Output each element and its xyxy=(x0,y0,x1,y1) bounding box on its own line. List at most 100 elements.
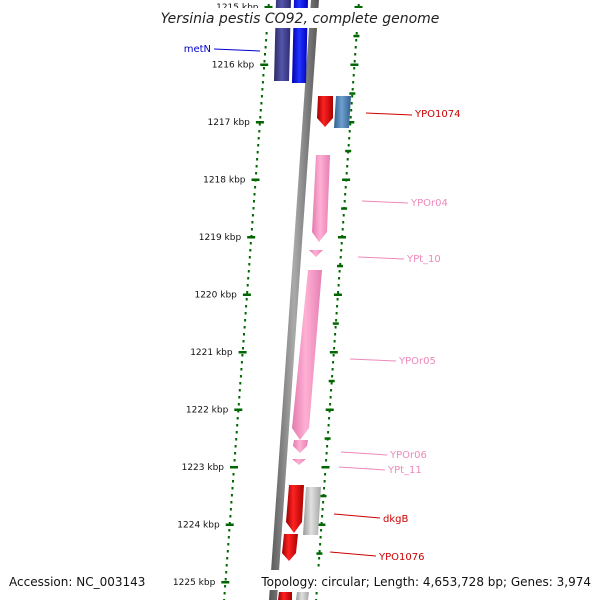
feature-label-YPO1074: YPO1074 xyxy=(414,109,460,120)
ruler-dot-right xyxy=(338,277,341,280)
ruler-dot-left xyxy=(239,375,242,378)
minor-tick-right xyxy=(345,149,352,153)
feature-label-YPt_10: YPt_10 xyxy=(406,254,441,265)
ruler-dot-left xyxy=(237,410,240,413)
feature-bottom-grey xyxy=(296,592,309,600)
major-tick-left xyxy=(247,236,256,239)
ruler-dot-left xyxy=(233,459,236,462)
ruler-dot-left xyxy=(251,214,254,217)
ruler-dot-left xyxy=(234,452,237,455)
ruler-dot-right xyxy=(324,473,327,476)
feature-label-YPOr05: YPOr05 xyxy=(398,356,436,367)
minor-tick-right xyxy=(328,379,335,383)
kbp-label: 1219 kbp xyxy=(199,233,242,243)
kbp-label: 1224 kbp xyxy=(177,521,220,531)
ruler-dot-left xyxy=(259,109,262,112)
ruler-dot-left xyxy=(239,382,242,385)
kbp-label: 1222 kbp xyxy=(186,406,229,416)
ruler-dot-left xyxy=(225,564,228,567)
ruler-dot-left xyxy=(240,361,243,364)
feature-label-YPOr04: YPOr04 xyxy=(410,198,448,209)
ruler-dot-right xyxy=(327,431,330,434)
map-title: Yersinia pestis CO92, complete genome xyxy=(161,11,440,27)
major-tick-right xyxy=(325,408,334,411)
ruler-dot-left xyxy=(261,81,264,84)
ruler-dot-right xyxy=(332,354,335,357)
ruler-dot-left xyxy=(232,473,235,476)
ruler-dot-left xyxy=(255,172,258,175)
ruler-dot-left xyxy=(227,536,230,539)
ruler-dot-left xyxy=(226,557,229,560)
ruler-dot-right xyxy=(320,522,323,525)
ruler-dot-left xyxy=(259,116,262,119)
ruler-dot-right xyxy=(323,487,326,490)
feature-YPO1074-partner xyxy=(334,96,351,128)
ruler-dot-left xyxy=(228,522,231,525)
ruler-dot-right xyxy=(329,396,332,399)
kbp-label: 1217 kbp xyxy=(207,118,250,128)
ruler-dot-right xyxy=(332,361,335,364)
major-tick-left xyxy=(251,178,260,181)
major-tick-left xyxy=(234,408,243,411)
ruler-dot-left xyxy=(246,291,249,294)
ruler-dot-left xyxy=(237,403,240,406)
ruler-dot-right xyxy=(331,375,334,378)
ruler-dot-left xyxy=(238,389,241,392)
ruler-dot-right xyxy=(357,4,360,7)
kbp-label: 1223 kbp xyxy=(182,463,225,473)
ruler-dot-left xyxy=(226,550,229,553)
ruler-dot-right xyxy=(330,382,333,385)
ruler-dot-right xyxy=(339,263,342,266)
feature-YPOr05 xyxy=(292,270,322,440)
minor-tick-right xyxy=(349,92,356,95)
ruler-dot-right xyxy=(317,564,320,567)
ruler-dot-left xyxy=(258,123,261,126)
ruler-dot-right xyxy=(352,81,355,84)
feature-label-YPt_11: YPt_11 xyxy=(387,465,422,476)
ruler-dot-left xyxy=(263,67,265,70)
feature-label-metN: metN xyxy=(184,44,211,55)
ruler-dot-left xyxy=(230,501,233,504)
ruler-dot-left xyxy=(264,46,267,49)
ruler-dot-right xyxy=(340,242,343,245)
ruler-dot-right xyxy=(336,298,339,301)
ruler-dot-right xyxy=(334,333,337,336)
ruler-dot-right xyxy=(355,32,358,35)
minor-tick-right xyxy=(316,552,323,555)
ruler-dot-right xyxy=(343,200,346,203)
label-leaders xyxy=(213,48,413,557)
ruler-dot-right xyxy=(350,102,353,105)
ruler-dot-right xyxy=(336,305,339,308)
ruler-dot-right xyxy=(315,592,318,595)
feature-YPO1074 xyxy=(317,96,333,127)
ruler-dot-left xyxy=(247,277,250,280)
minor-tick-right xyxy=(324,437,331,440)
major-tick-right xyxy=(317,523,326,526)
ruler-dot-left xyxy=(260,102,263,105)
ruler-dot-left xyxy=(242,340,245,343)
ruler-dot-right xyxy=(333,340,336,343)
ruler-dot-left xyxy=(254,186,257,189)
ruler-dot-right xyxy=(342,221,345,224)
ruler-dot-right xyxy=(347,144,350,147)
ruler-dot-left xyxy=(228,529,231,532)
feature-label-YPO1076: YPO1076 xyxy=(378,552,424,563)
ruler-dot-left xyxy=(231,487,234,490)
ruler-dot-left xyxy=(256,158,259,161)
ruler-dot-left xyxy=(223,592,226,595)
accession-label: Accession: NC_003143 xyxy=(9,575,145,589)
minor-tick-right xyxy=(341,207,348,210)
ruler-dot-right xyxy=(319,536,322,539)
ruler-dot-left xyxy=(243,326,246,329)
major-tick-left xyxy=(230,466,238,469)
feature-YPt_11 xyxy=(292,459,306,465)
major-tick-right xyxy=(338,236,346,239)
ruler-dot-right xyxy=(350,109,353,112)
ruler-dot-right xyxy=(328,410,331,413)
feature-YPO1076 xyxy=(282,534,298,561)
ruler-dot-right xyxy=(330,389,333,392)
ruler-dot-left xyxy=(253,200,255,203)
ruler-dot-left xyxy=(243,333,245,336)
major-tick-right xyxy=(346,121,355,124)
ruler-dot-right xyxy=(355,39,358,42)
